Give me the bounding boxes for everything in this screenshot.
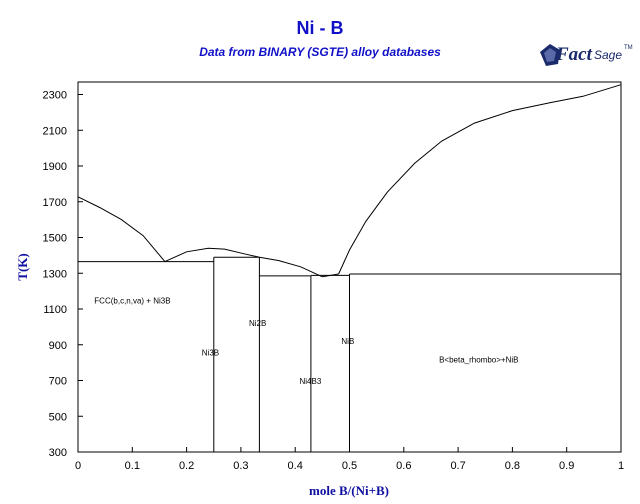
phase-region-label: FCC(b,c,n,va) + Ni3B — [94, 297, 170, 306]
x-tick-label: 0 — [75, 460, 81, 472]
phase-boundary-4 — [338, 84, 622, 275]
y-tick-label: 900 — [49, 340, 67, 352]
y-tick-label: 2100 — [43, 125, 67, 137]
x-tick-label: 0.2 — [179, 460, 194, 472]
phase-boundary-2 — [259, 256, 323, 278]
y-tick-label: 1500 — [43, 233, 67, 245]
y-tick-label: 700 — [49, 376, 67, 388]
factsage-logo: Fact Sage TM — [538, 40, 633, 70]
phase-boundary-0 — [77, 196, 166, 262]
x-tick-label: 0.8 — [505, 460, 520, 472]
x-tick-label: 0.3 — [233, 460, 248, 472]
phase-boundaries — [77, 84, 622, 452]
x-tick-label: 0.9 — [559, 460, 574, 472]
y-tick-label: 300 — [49, 447, 67, 459]
region-labels: FCC(b,c,n,va) + Ni3B Ni3B Ni2B Ni4B3 NiB B<be… — [94, 297, 518, 387]
y-tick-label: 1700 — [43, 197, 67, 209]
x-axis-label: mole B/(Ni+B) — [309, 483, 389, 498]
phase-region-label: Ni2B — [249, 319, 266, 328]
logo-fact-text: Fact — [556, 44, 592, 65]
x-tick-label: 0.5 — [342, 460, 357, 472]
phase-boundary-1 — [164, 247, 260, 263]
chart-title: Ni - B — [296, 18, 344, 38]
chart-subtitle: Data from BINARY (SGTE) alloy databases — [199, 45, 441, 59]
y-axis-label: T(K) — [15, 253, 30, 280]
y-tick-label: 2300 — [43, 90, 67, 102]
phase-region-label: B<beta_rhombo>+NiB — [439, 356, 518, 365]
x-tick-label: 0.7 — [450, 460, 465, 472]
x-tick-label: 0.4 — [288, 460, 303, 472]
y-tick-label: 1100 — [43, 304, 67, 316]
x-tick-label: 1 — [618, 460, 624, 472]
y-tick-label: 500 — [49, 411, 67, 423]
axis-ticks: 0 0.1 0.2 0.3 0.4 0.5 0.6 0.7 0.8 0.9 130050070090… — [43, 90, 625, 472]
phase-region-label: NiB — [341, 337, 354, 346]
factsage-logo-icon — [540, 44, 560, 66]
phase-region-label: Ni3B — [202, 349, 219, 358]
logo-sage-text: Sage — [594, 48, 623, 62]
y-tick-label: 1300 — [43, 268, 67, 280]
y-tick-label: 1900 — [43, 161, 67, 173]
x-tick-label: 0.1 — [125, 460, 140, 472]
x-tick-label: 0.6 — [396, 460, 411, 472]
phase-region-label: Ni4B3 — [300, 377, 322, 386]
logo-trademark: TM — [624, 45, 633, 51]
